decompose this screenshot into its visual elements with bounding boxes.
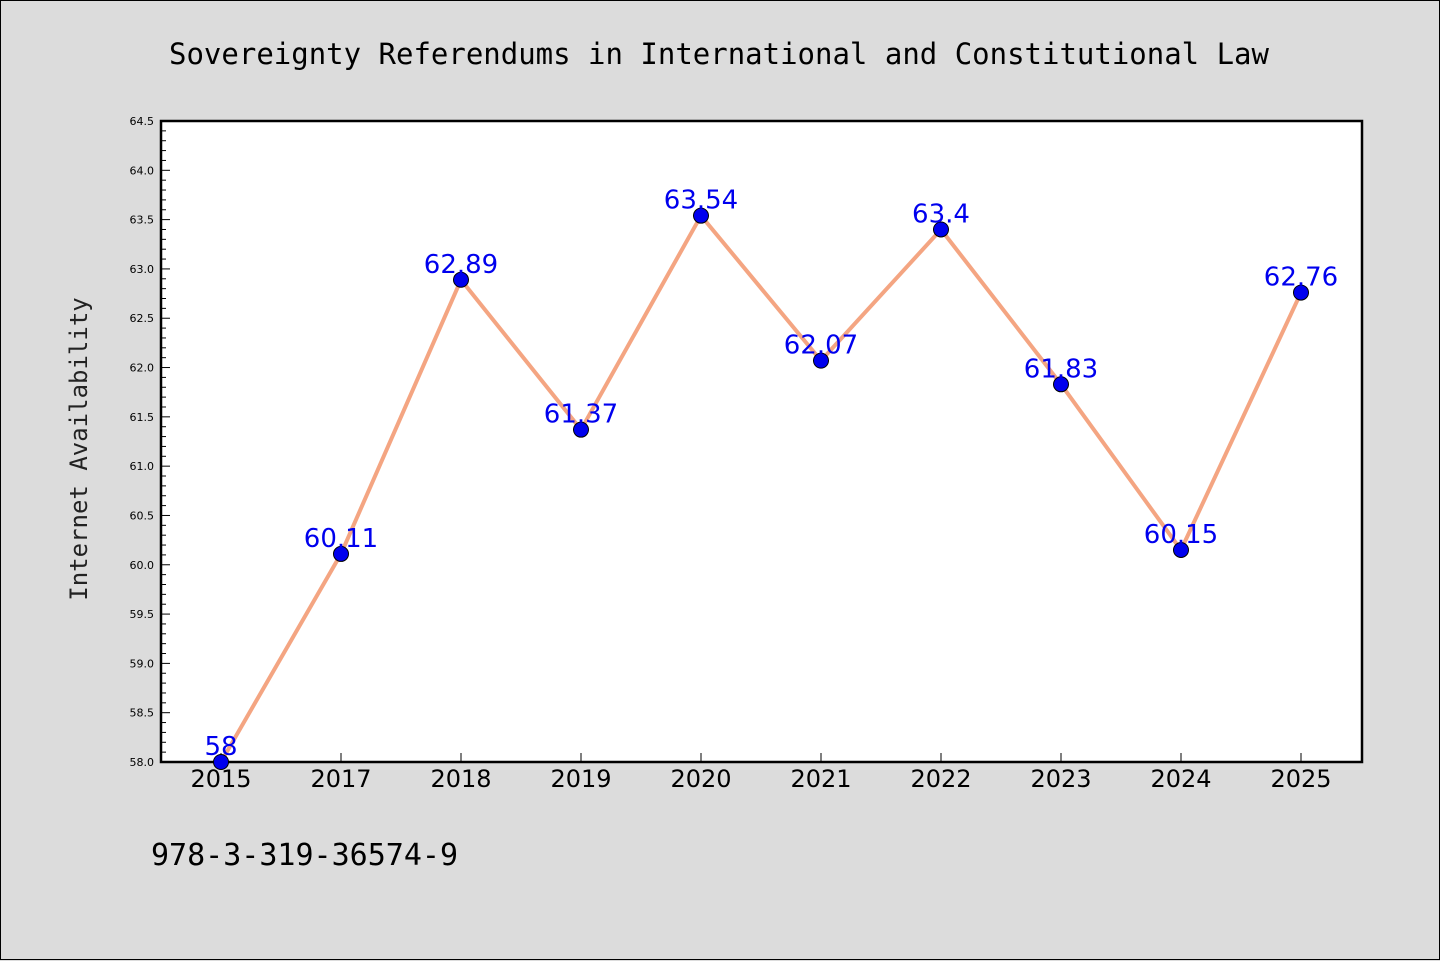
data-label: 61.83 (1024, 354, 1098, 384)
data-point (693, 207, 709, 224)
y-tick-label: 59.5 (130, 608, 155, 621)
data-point (453, 271, 469, 288)
data-point (333, 545, 349, 562)
data-point (1173, 541, 1189, 558)
y-tick-label: 60.5 (130, 509, 155, 522)
data-point (573, 421, 589, 438)
data-label: 63.54 (664, 186, 738, 216)
y-axis: 58.0 58.5 59.0 59.5 60.0 60.5 61.0 61.5 62.0 62.5… (130, 115, 170, 769)
x-tick-label: 2025 (1270, 765, 1331, 793)
x-tick-label: 2022 (910, 765, 971, 793)
data-point (1293, 284, 1309, 301)
x-tick-label: 2021 (790, 765, 851, 793)
data-label: 62.89 (424, 250, 498, 280)
data-point (813, 352, 829, 369)
series-line (219, 213, 1303, 764)
footer-isbn: 978-3-319-36574-9 (151, 838, 458, 873)
y-tick-label: 62.0 (130, 362, 155, 375)
data-point (213, 754, 229, 770)
y-tick-label: 64.5 (130, 115, 155, 128)
data-label: 62.76 (1264, 263, 1338, 293)
data-label: 61.37 (544, 400, 618, 430)
data-label: 62.07 (784, 331, 858, 361)
series-line-group (219, 213, 1303, 764)
data-label: 60.11 (304, 524, 378, 554)
data-point (933, 221, 949, 238)
x-tick-label: 2017 (310, 765, 371, 793)
y-axis-label-group: Internet Availability (65, 297, 93, 600)
x-tick-label: 2020 (670, 765, 731, 793)
y-tick-label: 59.0 (130, 657, 155, 670)
x-tick-label: 2018 (430, 765, 491, 793)
y-tick-label: 63.0 (130, 263, 155, 276)
x-axis: 2015 2017 2018 2019 2020 2021 2022 2023 2024 2025 (190, 753, 1332, 793)
chart-title: Sovereignty Referendums in International… (169, 37, 1269, 71)
data-labels: 58 60.11 62.89 61.37 63.54 62.07 63.4 61.83 60.1… (204, 186, 1338, 762)
x-tick-label: 2024 (1150, 765, 1211, 793)
y-tick-label: 62.5 (130, 312, 155, 325)
y-tick-label: 61.5 (130, 411, 155, 424)
y-tick-label: 60.0 (130, 559, 155, 572)
y-tick-label: 61.0 (130, 460, 155, 473)
y-tick-label: 64.0 (130, 164, 155, 177)
y-tick-label: 58.5 (130, 707, 155, 720)
data-point (1053, 376, 1069, 393)
data-label: 63.4 (912, 199, 970, 229)
y-tick-label: 63.5 (130, 214, 155, 227)
data-label: 60.15 (1144, 520, 1218, 550)
x-tick-label: 2019 (550, 765, 611, 793)
y-tick-label: 58.0 (130, 756, 155, 769)
y-axis-label: Internet Availability (65, 297, 93, 600)
data-label: 58 (204, 732, 237, 762)
x-tick-label: 2023 (1030, 765, 1091, 793)
data-points (213, 207, 1309, 770)
plot-area (159, 119, 1364, 764)
